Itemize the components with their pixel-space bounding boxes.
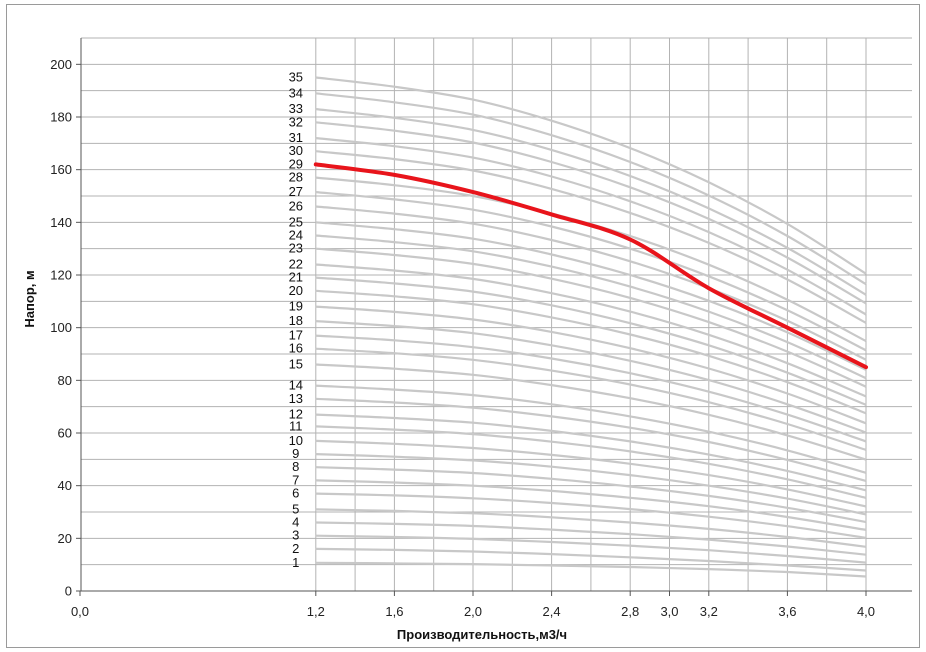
curves xyxy=(313,76,868,578)
curve-label-34: 34 xyxy=(289,85,303,100)
curve-label-26: 26 xyxy=(289,199,303,214)
x-tick-label: 3,6 xyxy=(778,604,796,619)
curve-label-18: 18 xyxy=(289,313,303,328)
x-tick-label: 1,2 xyxy=(307,604,325,619)
curve-label-10: 10 xyxy=(289,433,303,448)
curve-label-21: 21 xyxy=(289,270,303,285)
curve-24 xyxy=(315,234,867,380)
curve-label-15: 15 xyxy=(289,357,303,372)
curve-33 xyxy=(315,108,867,296)
curve-10 xyxy=(315,439,867,508)
curve-label-1: 1 xyxy=(292,555,299,570)
x-tick-label: 2,8 xyxy=(621,604,639,619)
curve-label-9: 9 xyxy=(292,446,299,461)
y-tick-label: 100 xyxy=(50,320,72,335)
curve-8 xyxy=(315,466,867,524)
curve-label-7: 7 xyxy=(292,472,299,487)
curve-label-6: 6 xyxy=(292,486,299,501)
y-tick-label: 40 xyxy=(58,478,72,493)
curve-2 xyxy=(315,547,867,572)
curve-label-4: 4 xyxy=(292,515,299,530)
curve-5 xyxy=(315,508,867,548)
x-tick-label: 3,2 xyxy=(700,604,718,619)
y-axis-title: Напор, м xyxy=(22,270,37,327)
y-tick-label: 160 xyxy=(50,162,72,177)
curve-1 xyxy=(315,561,867,578)
x-tick-label: 0,0 xyxy=(71,604,89,619)
x-tick-label: 3,0 xyxy=(660,604,678,619)
y-tick-label: 140 xyxy=(50,215,72,230)
curve-label-30: 30 xyxy=(289,143,303,158)
curve-35 xyxy=(315,76,867,275)
curve-9 xyxy=(315,453,867,516)
curve-labels: 1234567891011121314151617181920212223242… xyxy=(289,70,303,570)
curve-18 xyxy=(315,320,867,434)
curve-label-3: 3 xyxy=(292,528,299,543)
curve-label-23: 23 xyxy=(289,241,303,256)
x-tick-label: 2,0 xyxy=(464,604,482,619)
y-tick-label: 0 xyxy=(65,584,72,599)
curve-34 xyxy=(315,92,867,286)
curve-label-31: 31 xyxy=(289,130,303,145)
curve-label-20: 20 xyxy=(289,283,303,298)
curve-27 xyxy=(315,191,867,352)
curve-label-35: 35 xyxy=(289,70,303,85)
axes xyxy=(76,38,912,596)
curve-17 xyxy=(315,334,867,443)
curve-label-24: 24 xyxy=(289,228,303,243)
x-tick-label: 1,6 xyxy=(385,604,403,619)
y-tick-label: 200 xyxy=(50,57,72,72)
curve-label-12: 12 xyxy=(289,407,303,422)
curve-20 xyxy=(315,289,867,415)
x-axis-title: Производительность,м3/ч xyxy=(397,627,567,642)
y-tick-label: 60 xyxy=(58,426,72,441)
x-tick-label: 2,4 xyxy=(543,604,561,619)
curve-11 xyxy=(315,425,867,499)
curve-19 xyxy=(315,305,867,425)
curve-label-29: 29 xyxy=(289,156,303,171)
curve-16 xyxy=(315,347,867,451)
curve-12 xyxy=(315,413,867,492)
curve-31 xyxy=(315,137,867,316)
curve-label-25: 25 xyxy=(289,214,303,229)
curve-26 xyxy=(315,205,867,361)
curve-22 xyxy=(315,263,867,398)
curve-label-14: 14 xyxy=(289,378,303,393)
curve-label-27: 27 xyxy=(289,184,303,199)
curve-label-8: 8 xyxy=(292,459,299,474)
curve-label-2: 2 xyxy=(292,541,299,556)
curve-label-19: 19 xyxy=(289,299,303,314)
curve-label-11: 11 xyxy=(289,418,303,433)
y-tick-label: 20 xyxy=(58,531,72,546)
curve-6 xyxy=(315,492,867,539)
y-tick-label: 120 xyxy=(50,268,72,283)
curve-15 xyxy=(315,363,867,461)
curve-7 xyxy=(315,479,867,531)
curve-4 xyxy=(315,521,867,556)
chart-frame: 0 20 40 60 80 100 120 140 160 180 200 0,0 1,2 1,6 2,0 2… xyxy=(6,4,920,648)
curve-label-13: 13 xyxy=(289,391,303,406)
y-tick-label: 180 xyxy=(50,110,72,125)
curve-3 xyxy=(315,534,867,564)
x-tick-label: 4,0 xyxy=(857,604,875,619)
curve-label-33: 33 xyxy=(289,101,303,116)
curve-label-28: 28 xyxy=(289,170,303,185)
curve-label-22: 22 xyxy=(289,256,303,271)
curve-13 xyxy=(315,397,867,482)
curve-label-17: 17 xyxy=(289,328,303,343)
curve-14 xyxy=(315,384,867,474)
curve-label-16: 16 xyxy=(289,341,303,356)
curve-32 xyxy=(315,121,867,305)
curve-29-highlight xyxy=(313,162,868,370)
curve-21 xyxy=(315,276,867,406)
curve-label-5: 5 xyxy=(292,501,299,516)
curve-30 xyxy=(315,150,867,324)
curve-23 xyxy=(315,247,867,388)
y-tick-label: 80 xyxy=(58,373,72,388)
curve-25 xyxy=(315,221,867,371)
curve-label-32: 32 xyxy=(289,114,303,129)
